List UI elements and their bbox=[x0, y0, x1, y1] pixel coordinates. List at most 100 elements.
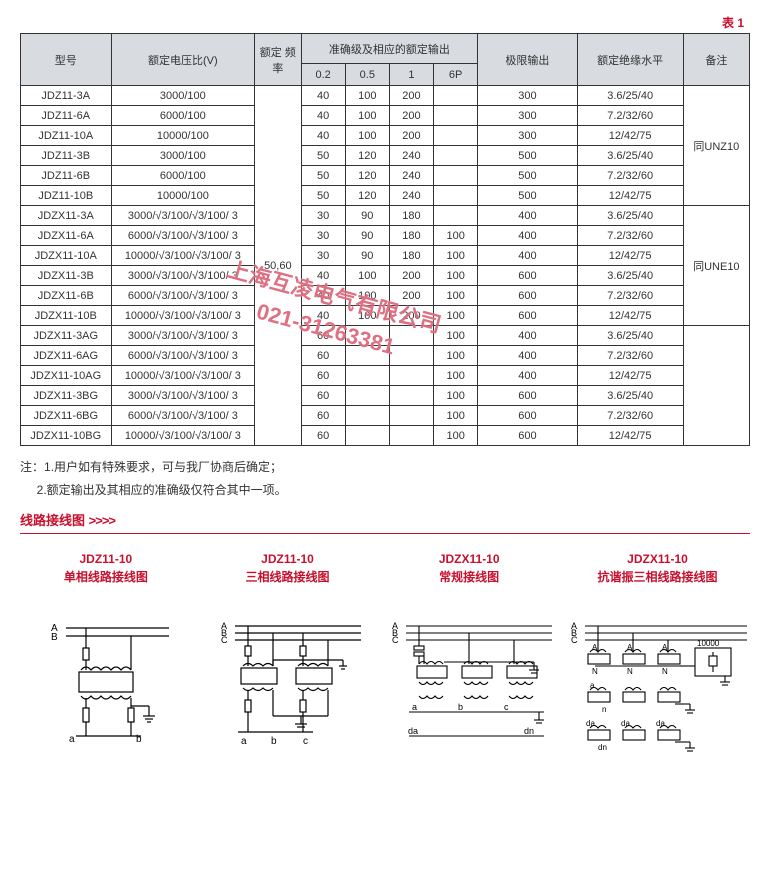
cell-model: JDZ11-3B bbox=[21, 146, 112, 166]
svg-text:N: N bbox=[627, 667, 633, 676]
notes: 注：1.用户如有特殊要求，可与我厂协商后确定； 2.额定输出及其相应的准确级仅符… bbox=[20, 456, 750, 502]
cell-acc-2 bbox=[389, 386, 433, 406]
table-row: JDZX11-10B10000/√3/100/√3/100/ 340100200… bbox=[21, 306, 750, 326]
cell-ratio: 3000/√3/100/√3/100/ 3 bbox=[111, 386, 255, 406]
cell-model: JDZX11-3A bbox=[21, 206, 112, 226]
cell-ratio: 10000/100 bbox=[111, 126, 255, 146]
cell-ratio: 10000/√3/100/√3/100/ 3 bbox=[111, 366, 255, 386]
cell-acc-1: 100 bbox=[345, 86, 389, 106]
cell-ratio: 10000/√3/100/√3/100/ 3 bbox=[111, 426, 255, 446]
table-row: JDZX11-3BG3000/√3/100/√3/100/ 3601006003… bbox=[21, 386, 750, 406]
th-limit: 极限输出 bbox=[478, 34, 577, 86]
cell-acc-2: 180 bbox=[389, 246, 433, 266]
th-acc-05: 0.5 bbox=[345, 64, 389, 86]
cell-insulation: 3.6/25/40 bbox=[577, 326, 683, 346]
cell-acc-3: 100 bbox=[434, 366, 478, 386]
cell-insulation: 3.6/25/40 bbox=[577, 386, 683, 406]
notes-prefix: 注： bbox=[20, 460, 44, 474]
table-row: JDZX11-6A6000/√3/100/√3/100/ 33090180100… bbox=[21, 226, 750, 246]
cell-acc-0: 60 bbox=[301, 346, 345, 366]
svg-text:A: A bbox=[627, 643, 633, 652]
cell-acc-3: 100 bbox=[434, 266, 478, 286]
svg-text:da: da bbox=[621, 719, 630, 728]
svg-text:A: A bbox=[592, 643, 598, 652]
note-1: 1.用户如有特殊要求，可与我厂协商后确定； bbox=[44, 460, 282, 474]
diag2-title: 三相线路接线图 bbox=[246, 570, 330, 584]
cell-model: JDZX11-6AG bbox=[21, 346, 112, 366]
svg-text:N: N bbox=[662, 667, 668, 676]
cell-limit: 500 bbox=[478, 166, 577, 186]
diagram-1: JDZ11-10 单相线路接线图 A B a bbox=[20, 550, 192, 776]
wiring-diagram-4: A B C A N bbox=[565, 616, 750, 776]
cell-acc-1: 120 bbox=[345, 146, 389, 166]
cell-insulation: 7.2/32/60 bbox=[577, 166, 683, 186]
cell-acc-1 bbox=[345, 406, 389, 426]
diagram-4: JDZX11-10 抗谐振三相线路接线图 A B C A N bbox=[565, 550, 750, 776]
th-acc-6p: 6P bbox=[434, 64, 478, 86]
cell-acc-2: 200 bbox=[389, 306, 433, 326]
cell-acc-0: 40 bbox=[301, 266, 345, 286]
cell-insulation: 3.6/25/40 bbox=[577, 146, 683, 166]
cell-acc-3 bbox=[434, 166, 478, 186]
cell-model: JDZX11-10BG bbox=[21, 426, 112, 446]
cell-acc-2: 180 bbox=[389, 206, 433, 226]
svg-text:a: a bbox=[412, 702, 417, 712]
cell-remark bbox=[683, 326, 749, 446]
cell-insulation: 7.2/32/60 bbox=[577, 406, 683, 426]
cell-acc-2: 200 bbox=[389, 86, 433, 106]
th-freq: 额定 频率 bbox=[255, 34, 301, 86]
cell-acc-0: 60 bbox=[301, 386, 345, 406]
cell-acc-1 bbox=[345, 426, 389, 446]
cell-acc-3: 100 bbox=[434, 226, 478, 246]
cell-insulation: 7.2/32/60 bbox=[577, 226, 683, 246]
th-acc-1: 1 bbox=[389, 64, 433, 86]
cell-acc-3: 100 bbox=[434, 306, 478, 326]
table-row: JDZ11-3B3000/100501202405003.6/25/40 bbox=[21, 146, 750, 166]
cell-acc-3: 100 bbox=[434, 286, 478, 306]
diag3-code: JDZX11-10 bbox=[439, 552, 500, 566]
svg-text:c: c bbox=[504, 702, 509, 712]
cell-acc-0: 60 bbox=[301, 326, 345, 346]
section-arrows-icon: >>>> bbox=[89, 513, 115, 528]
cell-ratio: 3000/√3/100/√3/100/ 3 bbox=[111, 206, 255, 226]
svg-text:da: da bbox=[408, 726, 418, 736]
cell-limit: 400 bbox=[478, 326, 577, 346]
wiring-diagram-2: A B C bbox=[213, 616, 363, 756]
cell-limit: 300 bbox=[478, 126, 577, 146]
cell-ratio: 10000/√3/100/√3/100/ 3 bbox=[111, 306, 255, 326]
cell-limit: 600 bbox=[478, 406, 577, 426]
cell-limit: 300 bbox=[478, 106, 577, 126]
table-row: JDZ11-6B6000/100501202405007.2/32/60 bbox=[21, 166, 750, 186]
cell-insulation: 3.6/25/40 bbox=[577, 86, 683, 106]
cell-acc-3: 100 bbox=[434, 346, 478, 366]
cell-acc-2 bbox=[389, 406, 433, 426]
cell-limit: 400 bbox=[478, 346, 577, 366]
cell-acc-1: 100 bbox=[345, 106, 389, 126]
table-row: JDZX11-6BG6000/√3/100/√3/100/ 3601006007… bbox=[21, 406, 750, 426]
cell-acc-3: 100 bbox=[434, 246, 478, 266]
cell-acc-1 bbox=[345, 386, 389, 406]
diag3-title: 常规接线图 bbox=[439, 570, 499, 584]
th-acc-02: 0.2 bbox=[301, 64, 345, 86]
table-row: JDZX11-6B6000/√3/100/√3/100/ 34010020010… bbox=[21, 286, 750, 306]
diagram-2: JDZ11-10 三相线路接线图 A B C bbox=[202, 550, 374, 776]
cell-acc-0: 30 bbox=[301, 246, 345, 266]
cell-limit: 500 bbox=[478, 186, 577, 206]
cell-acc-3: 100 bbox=[434, 406, 478, 426]
cell-acc-1: 100 bbox=[345, 286, 389, 306]
table-label: 表 1 bbox=[20, 14, 750, 31]
cell-ratio: 3000/100 bbox=[111, 146, 255, 166]
diag1-title: 单相线路接线图 bbox=[64, 570, 148, 584]
cell-ratio: 6000/√3/100/√3/100/ 3 bbox=[111, 406, 255, 426]
svg-text:a: a bbox=[590, 681, 595, 690]
cell-acc-3 bbox=[434, 126, 478, 146]
cell-acc-1: 90 bbox=[345, 206, 389, 226]
th-remark: 备注 bbox=[683, 34, 749, 86]
spec-table: 型号 额定电压比(V) 额定 频率 准确级及相应的额定输出 极限输出 额定绝缘水… bbox=[20, 33, 750, 446]
cell-insulation: 12/42/75 bbox=[577, 366, 683, 386]
cell-acc-3 bbox=[434, 106, 478, 126]
cell-model: JDZX11-3AG bbox=[21, 326, 112, 346]
cell-limit: 600 bbox=[478, 386, 577, 406]
cell-acc-2 bbox=[389, 426, 433, 446]
cell-acc-2 bbox=[389, 346, 433, 366]
